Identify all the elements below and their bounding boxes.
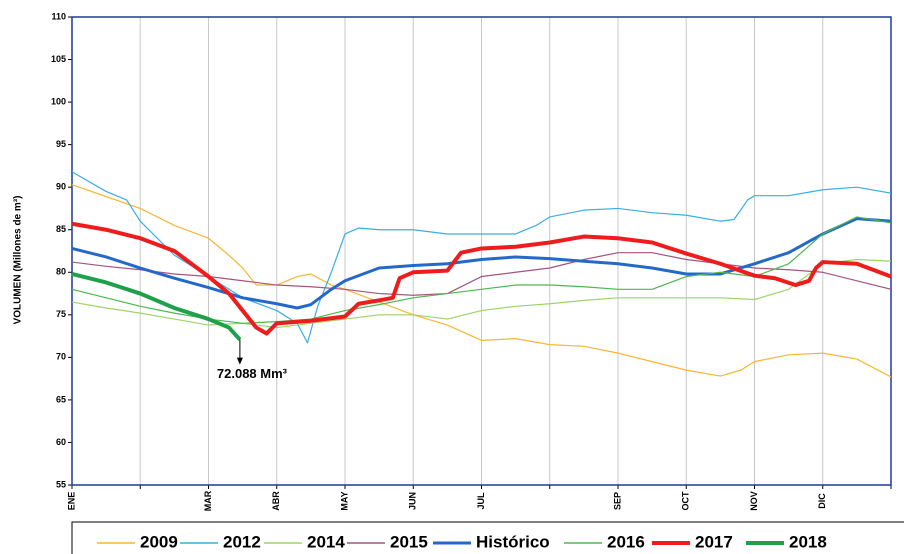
legend-label: 2009 [140,532,178,551]
legend-label: 2012 [223,532,261,551]
legend-label: 2015 [390,532,428,551]
x-tick-label: SEP [612,492,622,510]
y-tick-label: 60 [56,437,66,447]
legend-frame [71,521,904,554]
y-tick-label: 90 [56,182,66,192]
plot-frame [71,16,892,486]
y-tick-label: 100 [51,96,66,106]
annotation-arrowhead [236,357,243,365]
y-tick-label: 105 [51,54,66,64]
legend-label: 2018 [789,532,827,551]
x-tick-label: NOV [749,491,759,511]
y-axis-label: VOLUMEN (Millones de m³) [13,196,24,325]
annotation: 72.088 Mm³ [217,366,288,381]
series-line [71,258,892,329]
y-tick-label: 55 [56,479,66,489]
x-tick-label: MAY [339,491,349,510]
x-tick-label: ABR [271,491,281,511]
y-tick-label: 70 [56,352,66,362]
series-line [71,221,892,336]
series-line [71,184,892,378]
x-tick-label: JUN [408,492,418,510]
series-line [71,272,242,341]
x-tick-label: MAR [203,490,213,511]
y-tick-label: 85 [56,224,66,234]
series-line [71,217,892,310]
y-tick-label: 75 [56,309,66,319]
legend-label: 2016 [607,532,645,551]
legend-label: 2014 [307,532,345,551]
y-tick-label: 80 [56,267,66,277]
x-tick-label: ENE [66,492,76,511]
y-tick-label: 95 [56,139,66,149]
legend-label: 2017 [695,532,733,551]
x-tick-label: DIC [817,493,827,509]
y-tick-label: 110 [51,11,66,21]
x-tick-label: OCT [681,491,691,511]
x-tick-label: JUL [476,492,486,510]
y-tick-label: 65 [56,394,66,404]
legend-label: Histórico [476,532,550,551]
